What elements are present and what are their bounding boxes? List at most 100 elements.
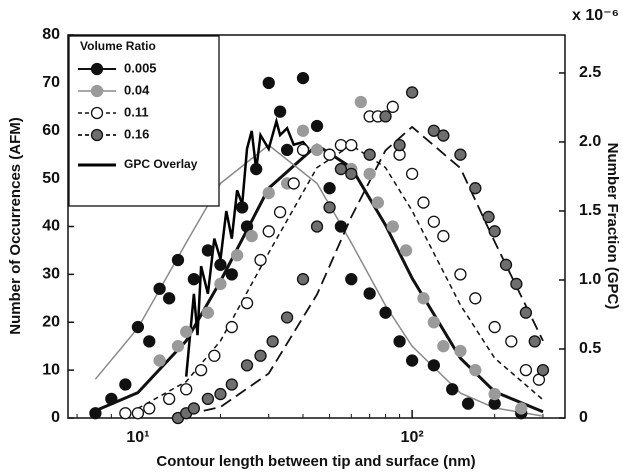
data-point: [454, 344, 467, 358]
data-point: [296, 71, 310, 85]
x-tick-label: 10²: [401, 429, 424, 446]
data-point: [143, 335, 156, 348]
data-point: [163, 292, 176, 305]
legend-label: 0.11: [124, 104, 149, 119]
legend-label: GPC Overlay: [124, 157, 198, 171]
data-point: [153, 282, 166, 295]
data-point: [437, 229, 450, 243]
data-point: [363, 287, 376, 300]
y2-tick-label: 0: [579, 409, 588, 426]
data-point: [266, 335, 279, 348]
data-point: [250, 162, 263, 176]
y-axis-title: Number of Occurrences (AFM): [7, 117, 24, 335]
data-point: [454, 268, 467, 281]
y2-tick-label: 1.5: [579, 202, 601, 219]
data-point: [334, 162, 348, 176]
data-point: [225, 268, 238, 281]
data-point: [323, 182, 336, 195]
data-point: [296, 143, 310, 157]
data-point: [345, 167, 358, 180]
x-tick-label: 10¹: [126, 429, 149, 446]
data-point: [499, 258, 513, 271]
y2-tick-label: 0.5: [579, 340, 601, 357]
data-point: [379, 110, 392, 123]
data-point: [323, 201, 336, 214]
data-point: [119, 378, 132, 391]
y2-tick-label: 1.0: [579, 271, 601, 288]
data-point: [519, 306, 533, 319]
data-point: [201, 392, 215, 406]
data-point: [469, 182, 482, 195]
data-point: [379, 306, 392, 319]
data-point: [214, 277, 227, 291]
data-point: [171, 340, 185, 353]
y-tick-label: 60: [42, 122, 60, 139]
fit-line: [186, 125, 544, 416]
legend-label: 0.005: [124, 60, 157, 75]
data-point: [371, 196, 385, 209]
data-point: [488, 387, 501, 401]
data-point: [225, 320, 238, 334]
data-point: [536, 363, 550, 377]
data-point: [201, 244, 215, 257]
legend-marker: [90, 106, 104, 120]
data-point: [505, 335, 518, 348]
data-point: [354, 95, 367, 109]
y2-tick-label: 2.0: [579, 133, 601, 150]
data-point: [280, 143, 294, 157]
legend-marker: [90, 62, 104, 76]
data-point: [386, 220, 399, 233]
data-point: [262, 76, 275, 90]
data-point: [437, 129, 450, 142]
data-point: [461, 397, 475, 410]
data-point: [236, 201, 249, 214]
y-tick-label: 50: [42, 170, 60, 187]
data-point: [393, 138, 406, 152]
data-point: [446, 383, 459, 396]
data-point: [363, 148, 376, 161]
data-point: [180, 325, 193, 338]
data-point: [230, 249, 244, 262]
data-point: [254, 349, 267, 362]
data-point: [240, 220, 254, 233]
data-point: [345, 138, 358, 152]
data-point: [405, 354, 419, 367]
data-point: [225, 378, 238, 391]
data-point: [310, 143, 324, 157]
data-point: [262, 225, 275, 238]
data-point: [187, 402, 201, 415]
data-point: [119, 407, 132, 420]
data-point: [214, 387, 227, 401]
data-point: [488, 225, 501, 238]
y-tick-label: 80: [42, 26, 60, 43]
y2-axis-title: Number Fraction (GPC): [604, 143, 621, 310]
data-point: [405, 86, 419, 99]
data-point: [323, 148, 336, 161]
data-point: [482, 210, 495, 224]
data-point: [214, 258, 227, 271]
data-point: [427, 124, 440, 137]
data-point: [454, 148, 467, 161]
data-point: [296, 124, 310, 137]
x-axis-title: Contour length between tip and surface (…: [156, 453, 475, 470]
data-point: [180, 383, 193, 396]
y2-exponent: x 10⁻⁶: [572, 7, 619, 24]
data-point: [287, 177, 300, 190]
data-point: [273, 205, 287, 219]
data-point: [519, 363, 533, 377]
data-point: [240, 296, 254, 310]
data-point: [187, 273, 201, 286]
data-point: [105, 392, 118, 406]
data-point: [427, 316, 440, 329]
data-point: [208, 349, 221, 362]
legend-title: Volume Ratio: [80, 39, 156, 53]
data-point: [334, 220, 348, 233]
data-point: [393, 335, 406, 348]
data-point: [131, 407, 145, 420]
y-tick-label: 70: [42, 74, 60, 91]
data-point: [488, 320, 501, 334]
data-point: [528, 335, 541, 348]
data-point: [245, 229, 258, 243]
data-point: [201, 306, 215, 319]
